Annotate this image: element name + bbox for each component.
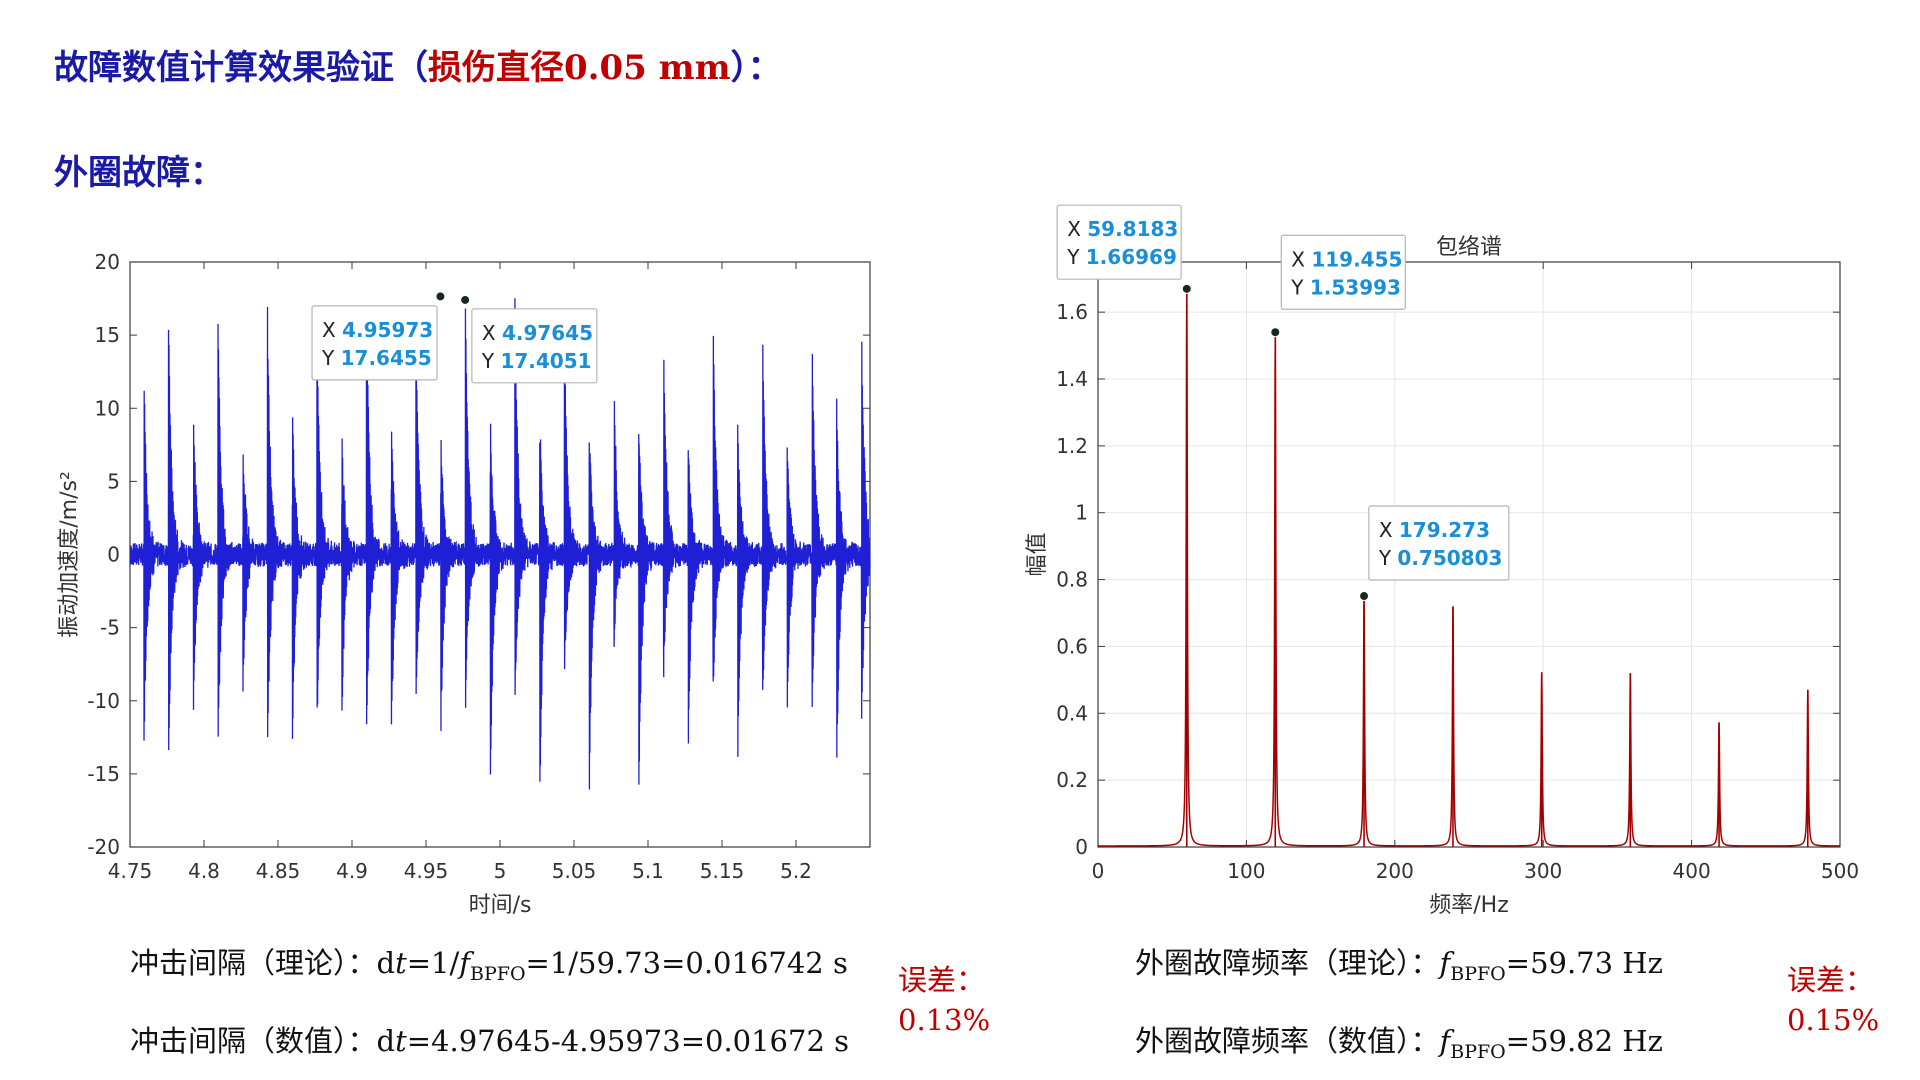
- error-left-value: 0.13%: [898, 1003, 991, 1037]
- error-right-value: 0.15%: [1787, 1003, 1880, 1037]
- right-spectrum-line: [1098, 288, 1840, 847]
- right-datatip-3-box: [1368, 505, 1510, 581]
- title-highlight: 损伤直径0.05 mm: [428, 48, 731, 88]
- left-ytick-label: -10: [87, 689, 120, 713]
- left-ytick-label: -15: [87, 762, 120, 786]
- freq-theory-f: f: [1439, 946, 1451, 980]
- left-datatip-2-marker: [460, 294, 471, 305]
- right-xtick-label: 400: [1673, 859, 1711, 883]
- right-datatip-3-marker: [1359, 591, 1370, 602]
- freq-numeric-label: 外圈故障频率（数值）：: [1135, 1024, 1440, 1058]
- left-xtick-label: 5: [494, 859, 507, 883]
- left-datatip-1-x: X 4.95973: [322, 318, 433, 342]
- right-xtick-label: 100: [1227, 859, 1265, 883]
- freq-numeric-sub: BPFO: [1450, 1041, 1506, 1063]
- left-ytick-label: -20: [87, 835, 120, 859]
- page-title: 故障数值计算效果验证（损伤直径0.05 mm）：: [54, 40, 782, 89]
- right-datatip-1-marker: [1181, 283, 1192, 294]
- freq-theory-rest: =59.73 Hz: [1505, 946, 1663, 980]
- impulse-numeric-rest: =4.97645-4.95973=0.01672 s: [406, 1024, 850, 1058]
- impulse-numeric-t: t: [395, 1024, 407, 1058]
- left-datatip-2-box: [471, 308, 598, 384]
- impulse-theory-formula: 冲击间隔（理论）：dt=1/fBPFO=1/59.73=0.016742 s: [130, 940, 848, 985]
- left-datatip-2-x: X 4.97645: [482, 321, 593, 345]
- title-prefix: 故障数值计算效果验证（: [54, 48, 428, 88]
- left-datatip-1-marker: [435, 291, 446, 302]
- right-ytick-label: 0.2: [1056, 768, 1088, 792]
- right-xtick-label: 500: [1821, 859, 1859, 883]
- right-datatip-2-box: [1280, 234, 1406, 310]
- impulse-theory-sub: BPFO: [470, 963, 526, 985]
- right-ytick-label: 1: [1075, 501, 1088, 525]
- error-left-label: 误差：: [898, 963, 986, 997]
- impulse-theory-f: f: [459, 946, 471, 980]
- freq-numeric-f: f: [1439, 1024, 1451, 1058]
- impulse-numeric-d: d: [376, 1024, 396, 1058]
- right-xtick-label: 200: [1376, 859, 1414, 883]
- error-right: 误差： 0.15%: [1787, 960, 1879, 1040]
- left-xtick-label: 4.8: [188, 859, 220, 883]
- freq-numeric-formula: 外圈故障频率（数值）：fBPFO=59.82 Hz: [1135, 1018, 1663, 1063]
- right-title: 包络谱: [1436, 235, 1502, 260]
- freq-theory-label: 外圈故障频率（理论）：: [1135, 946, 1440, 980]
- right-ytick-label: 1.6: [1056, 300, 1088, 324]
- left-ylabel: 振动加速度/m/s²: [57, 471, 82, 638]
- left-xtick-label: 4.85: [256, 859, 301, 883]
- impulse-theory-label: 冲击间隔（理论）：: [130, 946, 377, 980]
- freq-theory-sub: BPFO: [1450, 963, 1506, 985]
- left-datatip-1-y: Y 17.6455: [321, 346, 432, 370]
- impulse-numeric-label: 冲击间隔（数值）：: [130, 1024, 377, 1058]
- impulse-theory-d: d: [376, 946, 396, 980]
- right-ytick-label: 0.6: [1056, 634, 1088, 658]
- left-ytick-label: -5: [100, 616, 120, 640]
- left-datatip-2-y: Y 17.4051: [481, 349, 592, 373]
- error-right-label: 误差：: [1787, 963, 1875, 997]
- title-suffix: ）：: [730, 48, 782, 88]
- right-datatip-1-x: X 59.8183: [1067, 217, 1178, 241]
- right-datatip-1-box: [1056, 204, 1182, 280]
- impulse-theory-t: t: [395, 946, 407, 980]
- right-ytick-label: 0.4: [1056, 701, 1088, 725]
- freq-theory-formula: 外圈故障频率（理论）：fBPFO=59.73 Hz: [1135, 940, 1663, 985]
- right-xlabel: 频率/Hz: [1429, 893, 1509, 918]
- left-datatip-1-box: [311, 305, 438, 381]
- left-xlabel: 时间/s: [469, 893, 532, 918]
- right-ytick-label: 1.4: [1056, 367, 1088, 391]
- left-signal-line: [129, 298, 871, 790]
- right-datatip-3-x: X 179.273: [1379, 518, 1490, 542]
- right-ytick-label: 0: [1075, 835, 1088, 859]
- freq-numeric-rest: =59.82 Hz: [1505, 1024, 1663, 1058]
- left-xtick-label: 4.9: [336, 859, 368, 883]
- left-xtick-label: 5.1: [632, 859, 664, 883]
- right-datatip-1-y: Y 1.66969: [1066, 245, 1177, 269]
- left-ytick-label: 0: [107, 543, 120, 567]
- impulse-numeric-formula: 冲击间隔（数值）：dt=4.97645-4.95973=0.01672 s: [130, 1018, 849, 1060]
- right-datatip-2-y: Y 1.53993: [1290, 275, 1401, 299]
- left-xtick-label: 5.05: [552, 859, 597, 883]
- section-subtitle: 外圈故障：: [54, 153, 224, 193]
- right-ytick-label: 0.8: [1056, 568, 1088, 592]
- right-datatip-2-marker: [1270, 327, 1281, 338]
- left-xtick-label: 4.95: [404, 859, 449, 883]
- impulse-theory-mid: =1/: [406, 946, 460, 980]
- left-ytick-label: 5: [107, 469, 120, 493]
- right-ytick-label: 1.2: [1056, 434, 1088, 458]
- left-ytick-label: 10: [95, 396, 120, 420]
- left-xtick-label: 5.2: [780, 859, 812, 883]
- right-datatip-3-y: Y 0.750803: [1378, 546, 1503, 570]
- right-xtick-label: 300: [1524, 859, 1562, 883]
- left-ytick-label: 20: [95, 250, 120, 274]
- left-xtick-label: 4.75: [108, 859, 153, 883]
- right-ylabel: 幅值: [1025, 532, 1050, 576]
- error-left: 误差： 0.13%: [898, 960, 990, 1040]
- impulse-theory-rest: =1/59.73=0.016742 s: [525, 946, 848, 980]
- left-ytick-label: 15: [95, 323, 120, 347]
- left-xtick-label: 5.15: [700, 859, 745, 883]
- right-xtick-label: 0: [1092, 859, 1105, 883]
- right-datatip-2-x: X 119.455: [1291, 247, 1402, 271]
